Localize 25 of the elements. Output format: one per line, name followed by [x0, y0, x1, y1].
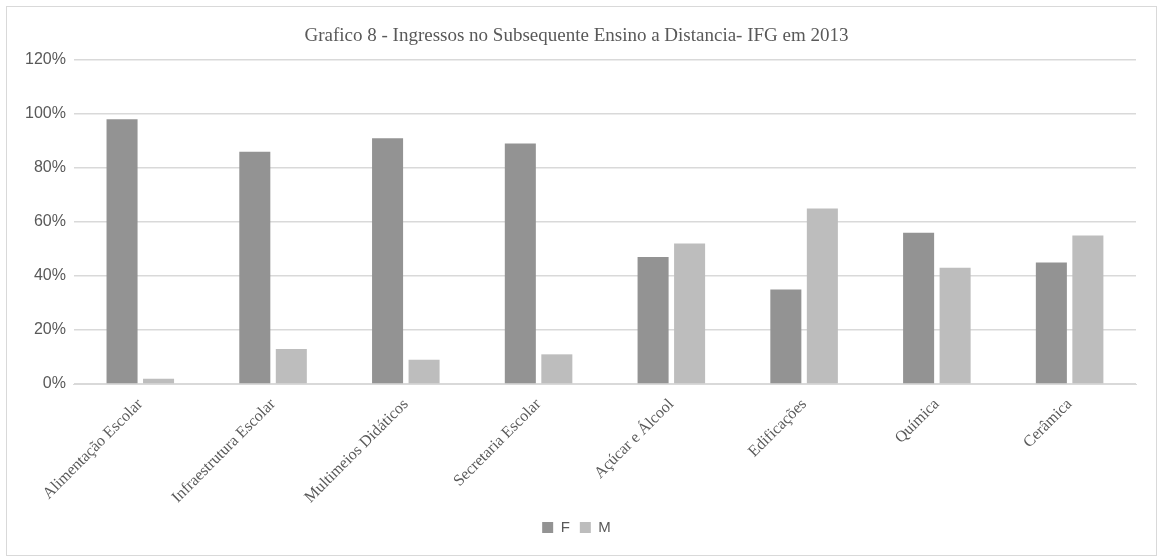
- bar: [504, 143, 536, 384]
- bar: [408, 359, 440, 384]
- y-tick-label: 80%: [33, 158, 66, 176]
- bar: [806, 208, 838, 384]
- bar: [637, 257, 669, 384]
- y-tick-label: 120%: [25, 50, 66, 68]
- bar: [106, 119, 138, 384]
- bar: [770, 289, 802, 384]
- bar: [372, 138, 404, 384]
- y-tick-label: 100%: [25, 104, 66, 122]
- chart-title: Grafico 8 - Ingressos no Subsequente Ensino a Distancia- IFG em 2013: [304, 24, 849, 46]
- y-tick-label: 0%: [42, 374, 66, 392]
- bar: [275, 348, 307, 384]
- legend-label: M: [598, 517, 611, 535]
- bar: [541, 354, 573, 384]
- bar: [1035, 262, 1067, 384]
- legend-label: F: [560, 517, 570, 535]
- bar: [674, 243, 706, 384]
- y-tick-label: 60%: [33, 212, 66, 230]
- bar: [239, 151, 271, 384]
- y-tick-label: 40%: [33, 266, 66, 284]
- bar: [939, 267, 971, 384]
- bar: [903, 232, 935, 384]
- bar: [1072, 235, 1104, 384]
- y-tick-label: 20%: [33, 320, 66, 338]
